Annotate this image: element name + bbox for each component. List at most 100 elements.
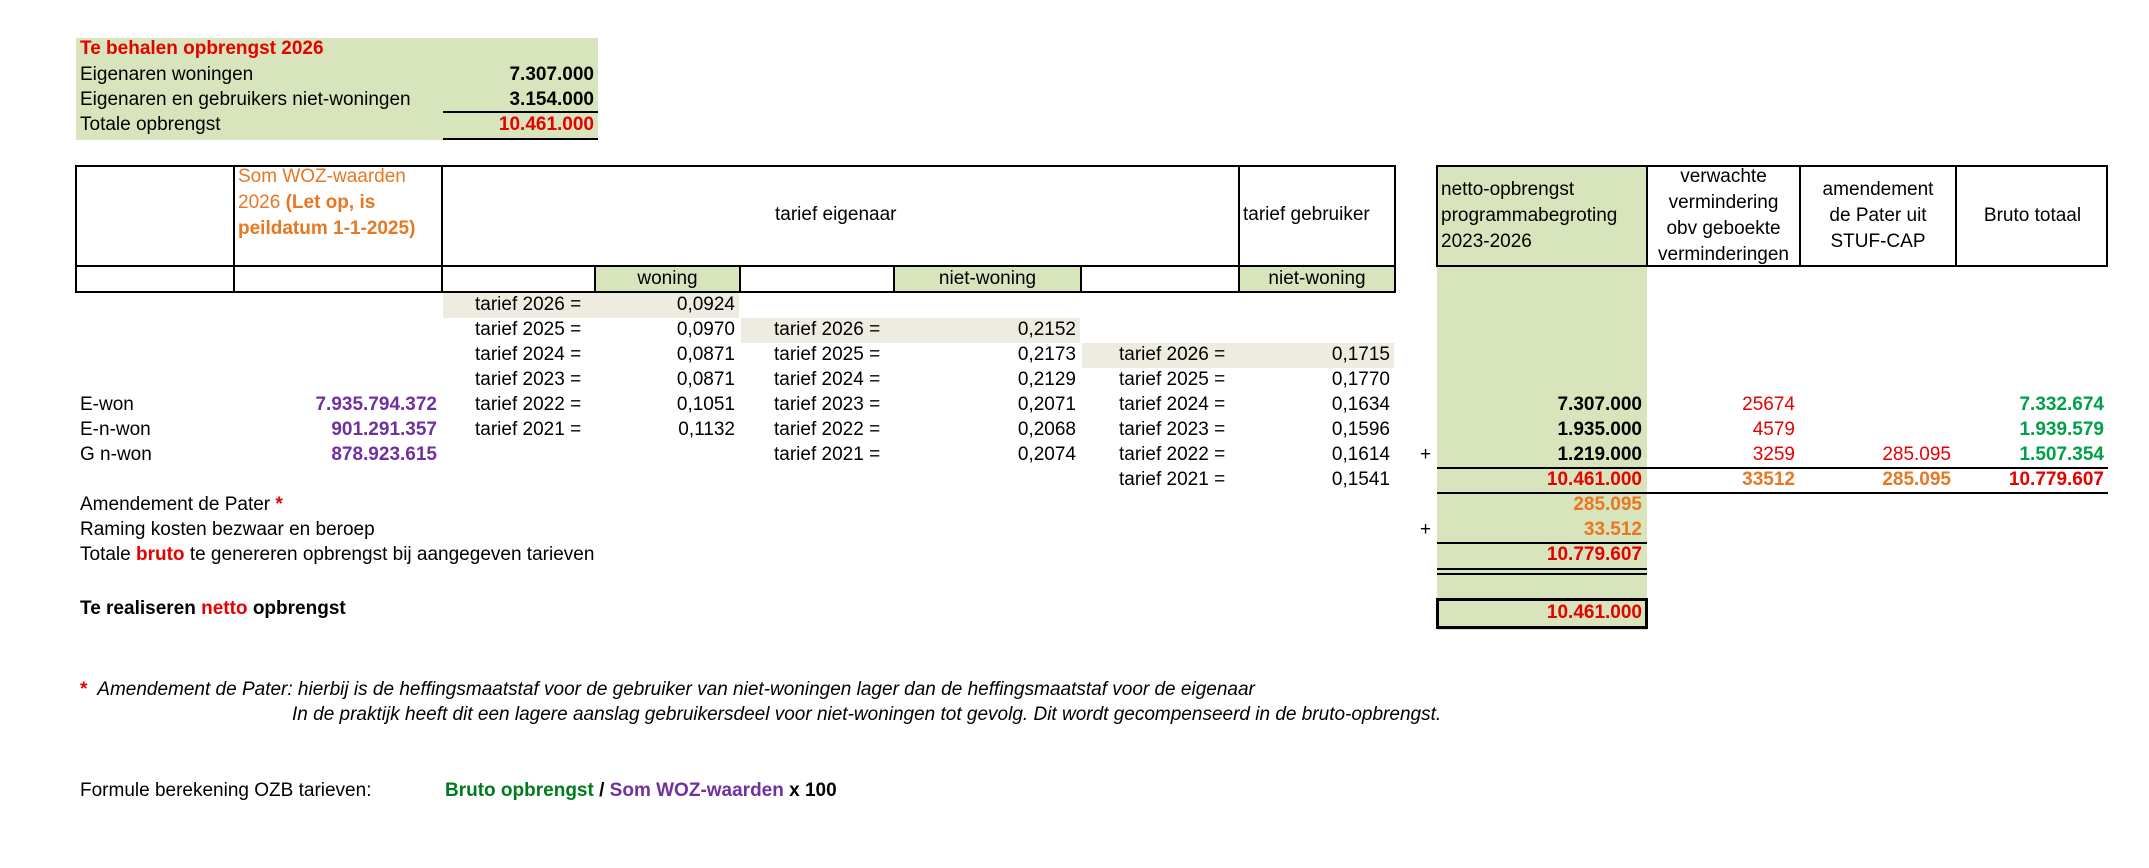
tarief-nw-geb-label-2021: tarief 2021 = <box>1119 469 1226 490</box>
verwachte-header-3: obv geboekte <box>1666 218 1781 239</box>
tarief-nw-geb-label-2024: tarief 2024 = <box>1119 394 1226 415</box>
tarief-woning-label-2023: tarief 2023 = <box>475 369 582 390</box>
amendement-header-2: de Pater uit <box>1829 205 1927 226</box>
amendement-value: 285.095 <box>1573 494 1642 515</box>
netto-header-3: 2023-2026 <box>1441 231 1532 252</box>
tarief-nw-eig-value-2023: 0,2071 <box>1017 394 1076 415</box>
total-amend: 285.095 <box>1882 469 1951 490</box>
tarief-woning-label-2024: tarief 2024 = <box>475 344 582 365</box>
netto-pre: Te realiseren <box>80 598 196 619</box>
subheader-niet-woning-gebruiker: niet-woning <box>1240 267 1394 291</box>
netto-header-1: netto-opbrengst <box>1441 179 1575 200</box>
netto-column-panel <box>1437 165 1647 630</box>
vline-5 <box>1394 165 1396 293</box>
tarief-nw-eig-label-2026: tarief 2026 = <box>774 319 881 340</box>
vline-9 <box>1080 265 1082 293</box>
formula-part1: Bruto opbrengst <box>445 780 594 801</box>
tarief-nw-eig-label-2025: tarief 2025 = <box>774 344 881 365</box>
right-vline-1 <box>1646 165 1648 267</box>
footnote-line2: In de praktijk heeft dit een lagere aans… <box>292 704 1442 725</box>
summary-total-underline <box>443 138 598 140</box>
vline-4 <box>1238 165 1240 293</box>
tarief-woning-value-2021: 0,1132 <box>678 419 735 440</box>
raming-label: Raming kosten bezwaar en beroep <box>80 519 375 540</box>
subheader-woning: woning <box>596 267 739 291</box>
formula-sep: / <box>593 780 610 801</box>
tarief-woning-value-2024: 0,0871 <box>676 344 735 365</box>
totals-overline <box>1437 467 2108 469</box>
bruto-double-line-1 <box>1437 568 1647 570</box>
bruto-total-value: 10.779.607 <box>1546 544 1642 565</box>
category-label-e-won: E-won <box>80 394 134 415</box>
tarief-2026-woning-fill <box>443 293 739 318</box>
tarief-nw-geb-value-2025: 0,1770 <box>1331 369 1390 390</box>
netto-e-n-won: 1.935.000 <box>1557 419 1642 440</box>
tarief-nw-geb-label-2026: tarief 2026 = <box>1119 344 1226 365</box>
bruto-g-n-won: 1.507.354 <box>2019 444 2104 465</box>
summary-label-woningen: Eigenaren woningen <box>80 64 254 85</box>
verwachte-header-2: vermindering <box>1668 192 1779 213</box>
bruto-word: bruto <box>135 544 185 565</box>
tarief-woning-value-2022: 0,1051 <box>676 394 735 415</box>
verwachte-header-4: verminderingen <box>1658 244 1789 265</box>
tarief-nw-eig-label-2023: tarief 2023 = <box>774 394 881 415</box>
woz-header-line1: Som WOZ-waarden <box>238 166 406 187</box>
verwachte-header-1: verwachte <box>1680 166 1767 187</box>
subheader-bottom <box>75 291 1396 293</box>
raming-underline <box>1437 542 1647 544</box>
tarief-woning-label-2026: tarief 2026 = <box>475 294 582 315</box>
footnote-line1: * Amendement de Pater: hierbij is de hef… <box>80 678 1255 702</box>
netto-total-value: 10.461.000 <box>1546 602 1642 623</box>
tarief-nw-geb-value-2021: 0,1541 <box>1331 469 1390 490</box>
tarief-nw-eig-value-2026: 0,2152 <box>1017 319 1076 340</box>
vline-6 <box>594 265 596 293</box>
summary-value-totaal: 10.461.000 <box>498 114 594 135</box>
verw-g-n-won: 3259 <box>1752 444 1795 465</box>
netto-word: netto <box>201 598 248 619</box>
tarief-woning-label-2022: tarief 2022 = <box>475 394 582 415</box>
tarief-gebruiker-header: tarief gebruiker <box>1243 204 1370 225</box>
totals-underline <box>1437 492 2108 494</box>
tarief-nw-geb-label-2025: tarief 2025 = <box>1119 369 1226 390</box>
summary-title: Te behalen opbrengst 2026 <box>80 38 324 59</box>
netto-header-2: programmabegroting <box>1441 205 1618 226</box>
category-woz-g-n-won: 878.923.615 <box>331 444 437 465</box>
right-vline-3 <box>1955 165 1957 267</box>
tarief-nw-geb-label-2022: tarief 2022 = <box>1119 444 1226 465</box>
tarief-nw-geb-label-2023: tarief 2023 = <box>1119 419 1226 440</box>
tarief-nw-geb-value-2024: 0,1634 <box>1331 394 1390 415</box>
summary-label-totaal: Totale opbrengst <box>80 114 221 135</box>
bruto-post: te genereren opbrengst bij aangegeven ta… <box>189 544 595 565</box>
subheader-niet-woning-eigenaar: niet-woning <box>895 267 1080 291</box>
bruto-e-won: 7.332.674 <box>2019 394 2104 415</box>
tarief-woning-value-2023: 0,0871 <box>676 369 735 390</box>
formula-expression: Bruto opbrengst / Som WOZ-waarden x 100 <box>445 779 837 803</box>
plus-sign-1: + <box>1420 444 1432 465</box>
woz-header-note-a: (Let op, is <box>285 192 376 213</box>
category-label-e-n-won: E-n-won <box>80 419 151 440</box>
woz-header-line2: 2026 (Let op, is <box>238 190 375 216</box>
summary-value-woningen: 7.307.000 <box>509 64 594 85</box>
tarief-2026-nw-eig-fill <box>741 318 1080 343</box>
category-label-g-n-won: G n-won <box>80 444 152 465</box>
right-vline-2 <box>1799 165 1801 267</box>
vline-1 <box>75 165 77 293</box>
tarief-nw-eig-value-2021: 0,2074 <box>1017 444 1076 465</box>
vline-8 <box>893 265 895 293</box>
formula-label: Formule berekening OZB tarieven: <box>80 780 372 801</box>
formula-part2: Som WOZ-waarden <box>609 780 784 801</box>
woz-header-note-b: peildatum 1-1-2025) <box>238 218 416 239</box>
tarief-nw-eig-label-2022: tarief 2022 = <box>774 419 881 440</box>
bruto-header: Bruto totaal <box>1983 205 2082 226</box>
summary-panel <box>76 38 598 140</box>
vline-3 <box>441 165 443 293</box>
amend-g-n-won: 285.095 <box>1882 444 1951 465</box>
woz-header-year: 2026 <box>238 192 281 213</box>
netto-g-n-won: 1.219.000 <box>1557 444 1642 465</box>
verw-e-n-won: 4579 <box>1752 419 1795 440</box>
tarief-nw-eig-label-2021: tarief 2021 = <box>774 444 881 465</box>
netto-total-box <box>1436 598 1648 629</box>
tarief-nw-eig-value-2025: 0,2173 <box>1017 344 1076 365</box>
total-bruto: 10.779.607 <box>2008 469 2104 490</box>
amendement-header-3: STUF-CAP <box>1830 231 1926 252</box>
